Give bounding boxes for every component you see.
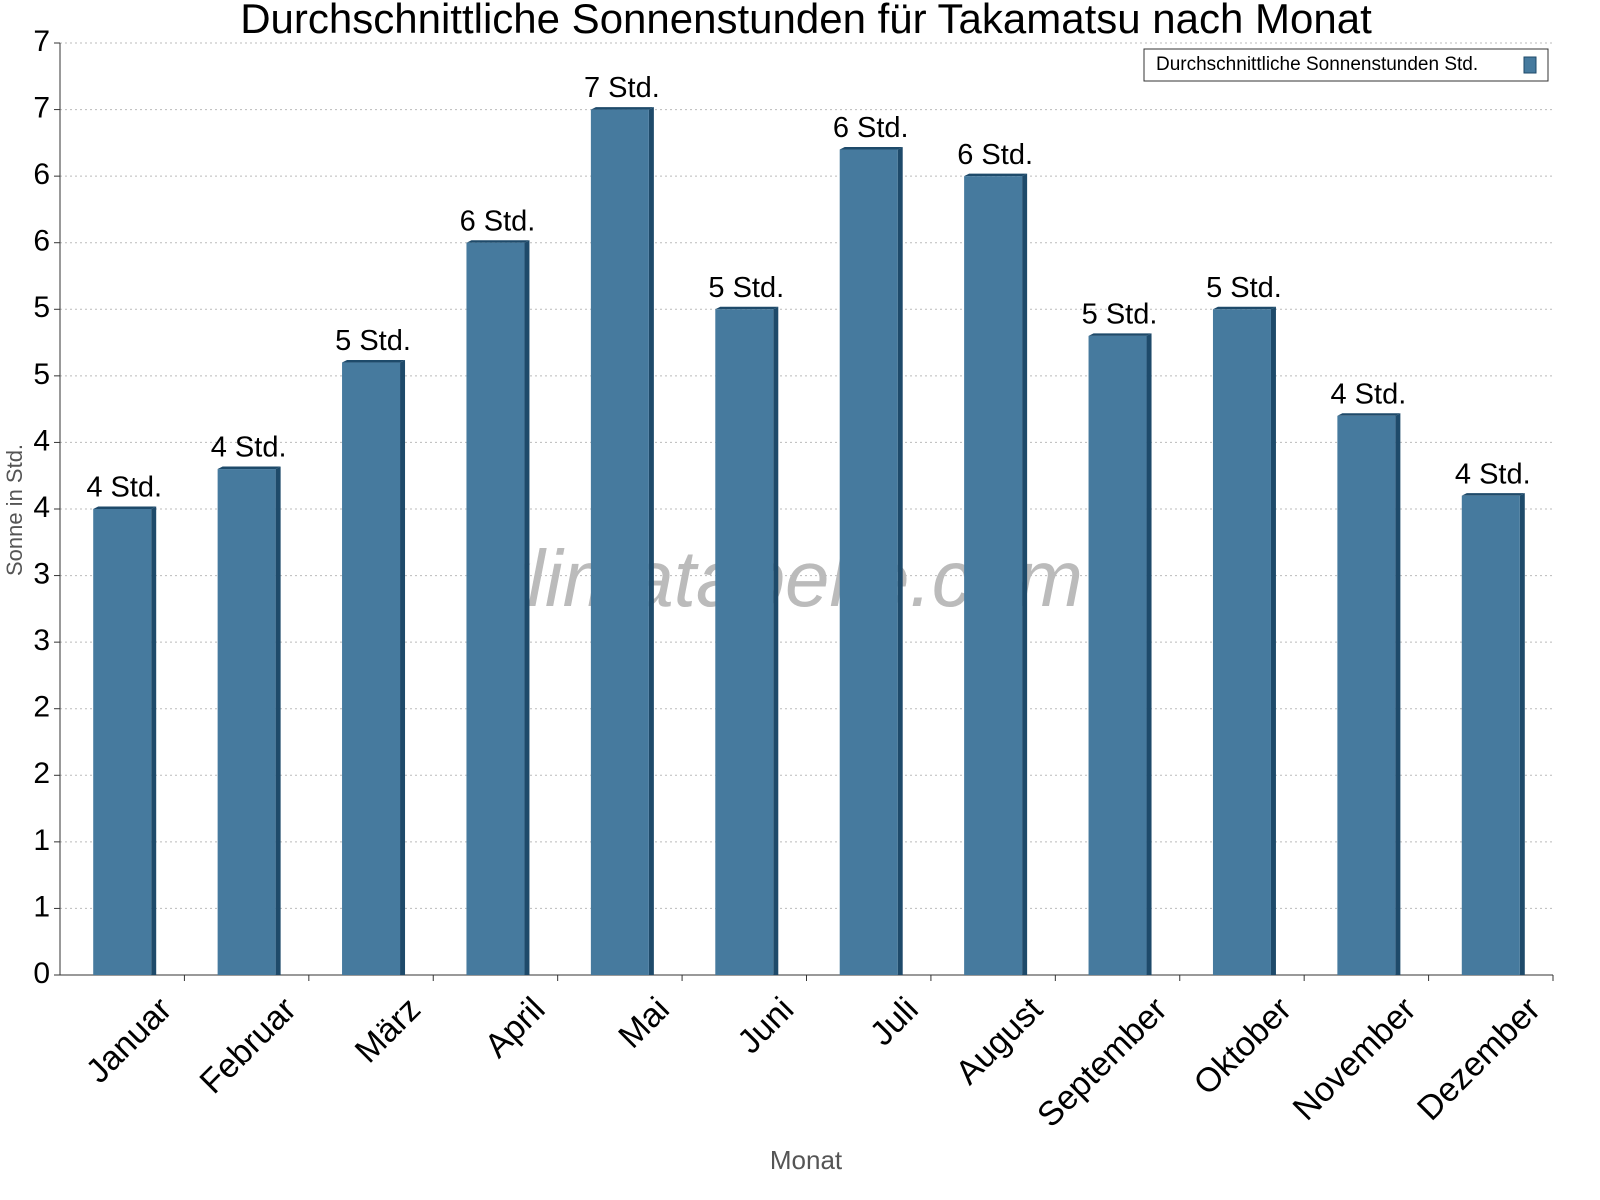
value-label: 5 Std. — [1206, 272, 1282, 304]
value-label: 5 Std. — [335, 325, 411, 357]
legend-swatch — [1523, 56, 1537, 74]
value-label: 4 Std. — [1330, 378, 1406, 410]
y-tick-label: 4 — [33, 491, 50, 524]
y-tick-label: 3 — [33, 557, 50, 590]
y-tick-label: 5 — [33, 291, 50, 324]
x-axis-label: Monat — [770, 1145, 843, 1175]
x-tick-label: Januar — [79, 990, 179, 1090]
bar — [342, 362, 401, 975]
value-label: 5 Std. — [708, 272, 784, 304]
bar-side — [151, 506, 157, 975]
x-tick-label: September — [1030, 990, 1174, 1134]
x-tick-label: Oktober — [1187, 990, 1299, 1102]
y-tick-label: 1 — [33, 824, 50, 857]
bar-top — [1461, 493, 1525, 496]
bar — [217, 469, 276, 975]
bar — [1337, 415, 1396, 975]
x-tick-label: April — [477, 990, 552, 1065]
value-label: 4 Std. — [211, 432, 287, 464]
x-tick-label: Juni — [730, 990, 801, 1061]
y-tick-label: 4 — [33, 424, 50, 457]
x-tick-label: August — [948, 990, 1050, 1092]
bar-side — [1270, 306, 1276, 975]
y-tick-label: 7 — [33, 91, 50, 124]
bar-side — [1022, 173, 1028, 976]
y-tick-label: 1 — [33, 890, 50, 923]
y-tick-label: 5 — [33, 358, 50, 391]
bar — [715, 309, 774, 975]
bar-top — [93, 506, 157, 509]
bar — [1212, 309, 1271, 975]
bar — [1088, 335, 1147, 975]
bar-top — [1088, 333, 1152, 336]
bar-top — [466, 240, 530, 243]
value-label: 5 Std. — [1082, 299, 1158, 331]
bar-top — [1337, 413, 1401, 416]
x-tick-label: Juli — [863, 990, 926, 1053]
bar-top — [1212, 306, 1276, 310]
bar-side — [1519, 493, 1525, 975]
value-label: 6 Std. — [957, 139, 1033, 171]
bar-side — [1395, 413, 1401, 975]
bar — [1461, 495, 1520, 975]
y-tick-label: 6 — [33, 225, 50, 258]
x-tick-label: März — [348, 990, 428, 1070]
bar-side — [275, 466, 281, 975]
bar — [93, 509, 152, 975]
value-label: 7 Std. — [584, 72, 660, 104]
bar-side — [524, 240, 530, 975]
y-axis-label: Sonne in Std. — [2, 444, 27, 576]
x-tick-label: Mai — [611, 990, 677, 1056]
bar — [590, 109, 649, 976]
value-label: 6 Std. — [833, 112, 909, 144]
legend-label: Durchschnittliche Sonnenstunden Std. — [1156, 54, 1478, 75]
chart-title: Durchschnittliche Sonnenstunden für Taka… — [240, 0, 1372, 42]
bar-top — [342, 360, 406, 363]
y-tick-label: 2 — [33, 757, 50, 790]
bar-top — [964, 173, 1028, 177]
bar — [839, 149, 898, 975]
legend-box — [1143, 48, 1549, 82]
bar — [466, 242, 525, 975]
bar-top — [590, 107, 654, 110]
y-tick-label: 6 — [33, 158, 50, 191]
value-label: 6 Std. — [460, 205, 536, 237]
bar-top — [715, 306, 779, 310]
bar-side — [400, 360, 406, 975]
y-tick-label: 3 — [33, 624, 50, 657]
bar — [964, 176, 1023, 976]
bar-side — [1146, 333, 1152, 975]
value-label: 4 Std. — [1455, 458, 1531, 490]
value-label: 4 Std. — [86, 472, 162, 504]
x-tick-label: November — [1286, 990, 1424, 1128]
y-tick-label: 2 — [33, 691, 50, 724]
bar-top — [217, 466, 281, 470]
bar-side — [773, 306, 779, 975]
bar-side — [648, 107, 654, 976]
bar-top — [839, 147, 903, 150]
y-tick-label: 0 — [33, 957, 50, 990]
bar-side — [897, 147, 903, 975]
y-tick-label: 7 — [33, 25, 50, 58]
x-tick-label: Februar — [193, 990, 304, 1101]
x-tick-label: Dezember — [1410, 990, 1548, 1128]
